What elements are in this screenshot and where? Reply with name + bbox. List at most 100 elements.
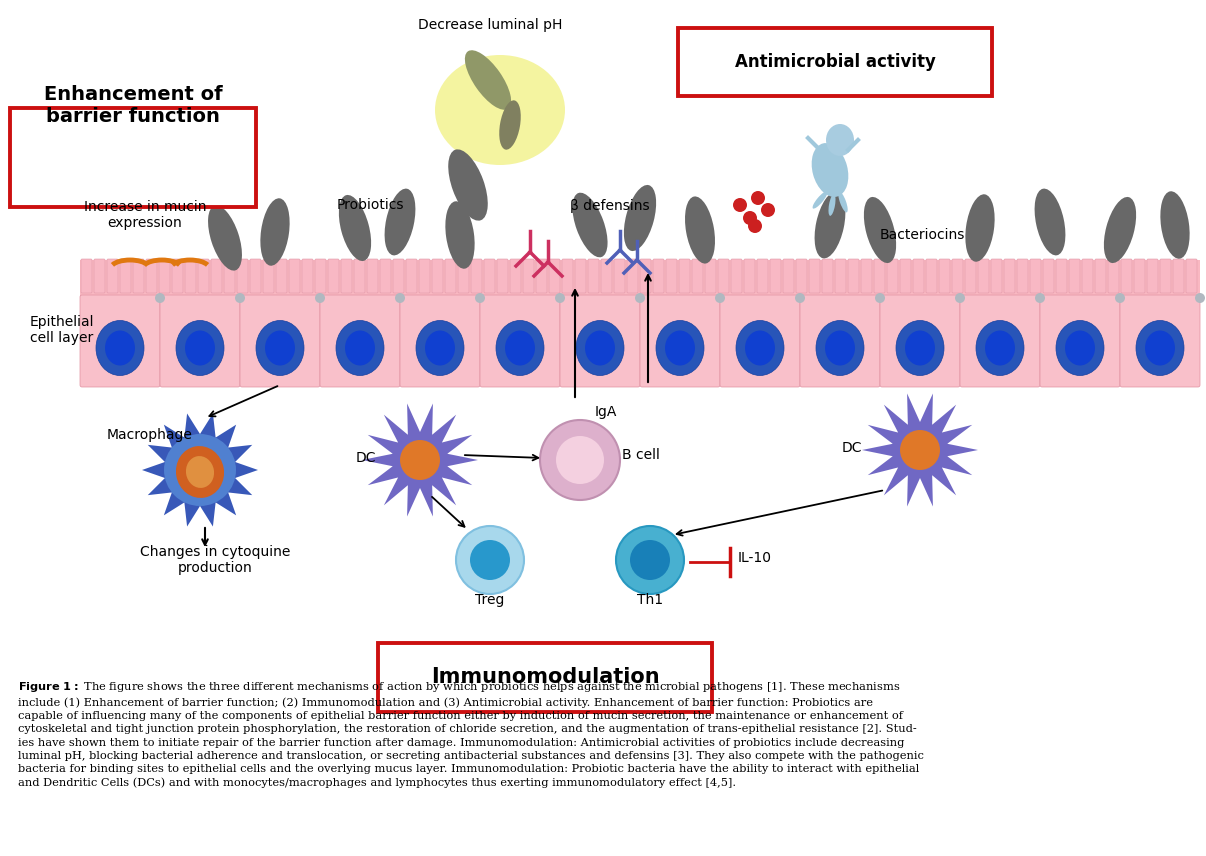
FancyBboxPatch shape <box>355 259 365 293</box>
Ellipse shape <box>825 330 855 366</box>
Circle shape <box>470 540 510 580</box>
FancyBboxPatch shape <box>1043 259 1054 293</box>
FancyBboxPatch shape <box>121 259 131 293</box>
Polygon shape <box>362 403 478 516</box>
Circle shape <box>876 293 885 303</box>
Ellipse shape <box>736 320 784 376</box>
Text: Immunomodulation: Immunomodulation <box>431 667 660 687</box>
Circle shape <box>900 430 939 470</box>
FancyBboxPatch shape <box>497 259 508 293</box>
Ellipse shape <box>96 320 144 376</box>
Ellipse shape <box>812 143 848 197</box>
Ellipse shape <box>445 201 475 269</box>
FancyBboxPatch shape <box>328 259 339 293</box>
FancyBboxPatch shape <box>706 259 716 293</box>
Text: IL-10: IL-10 <box>738 551 772 565</box>
FancyBboxPatch shape <box>549 259 560 293</box>
FancyBboxPatch shape <box>320 295 400 387</box>
Ellipse shape <box>863 197 896 263</box>
FancyBboxPatch shape <box>939 259 950 293</box>
FancyBboxPatch shape <box>146 259 157 293</box>
FancyBboxPatch shape <box>692 259 703 293</box>
Ellipse shape <box>416 320 464 376</box>
FancyBboxPatch shape <box>263 259 274 293</box>
Circle shape <box>1116 293 1125 303</box>
Ellipse shape <box>176 320 224 376</box>
FancyBboxPatch shape <box>472 259 482 293</box>
Circle shape <box>630 540 671 580</box>
FancyBboxPatch shape <box>250 259 260 293</box>
FancyBboxPatch shape <box>1147 259 1158 293</box>
Ellipse shape <box>976 320 1024 376</box>
Ellipse shape <box>745 330 775 366</box>
Text: Enhancement of
barrier function: Enhancement of barrier function <box>43 85 222 126</box>
Circle shape <box>636 293 645 303</box>
Ellipse shape <box>185 330 215 366</box>
Circle shape <box>475 293 485 303</box>
Circle shape <box>456 526 523 594</box>
Ellipse shape <box>339 195 371 261</box>
Ellipse shape <box>1160 191 1189 259</box>
FancyBboxPatch shape <box>238 259 248 293</box>
Ellipse shape <box>345 330 375 366</box>
Text: $\bf{Figure\ 1:}$ The figure shows the three different mechanisms of action by w: $\bf{Figure\ 1:}$ The figure shows the t… <box>18 680 924 788</box>
Circle shape <box>955 293 965 303</box>
FancyBboxPatch shape <box>720 295 800 387</box>
FancyBboxPatch shape <box>198 259 209 293</box>
FancyBboxPatch shape <box>861 259 872 293</box>
Ellipse shape <box>464 51 511 110</box>
FancyBboxPatch shape <box>172 259 183 293</box>
FancyBboxPatch shape <box>614 259 625 293</box>
Ellipse shape <box>838 192 848 212</box>
Circle shape <box>164 434 236 506</box>
Circle shape <box>616 526 684 594</box>
FancyBboxPatch shape <box>835 259 845 293</box>
FancyBboxPatch shape <box>523 259 534 293</box>
FancyBboxPatch shape <box>107 259 118 293</box>
Ellipse shape <box>685 196 715 264</box>
Ellipse shape <box>385 188 415 255</box>
FancyBboxPatch shape <box>510 259 521 293</box>
FancyBboxPatch shape <box>718 259 728 293</box>
Ellipse shape <box>260 199 289 265</box>
FancyBboxPatch shape <box>848 259 859 293</box>
Circle shape <box>400 440 440 480</box>
FancyBboxPatch shape <box>133 259 144 293</box>
FancyBboxPatch shape <box>1122 259 1132 293</box>
FancyBboxPatch shape <box>900 259 911 293</box>
FancyBboxPatch shape <box>535 259 548 293</box>
Circle shape <box>715 293 725 303</box>
Ellipse shape <box>965 194 995 262</box>
Circle shape <box>1035 293 1046 303</box>
FancyBboxPatch shape <box>913 259 924 293</box>
FancyBboxPatch shape <box>769 259 781 293</box>
FancyBboxPatch shape <box>627 259 638 293</box>
FancyBboxPatch shape <box>367 259 377 293</box>
Circle shape <box>540 420 620 500</box>
FancyBboxPatch shape <box>1030 259 1041 293</box>
Text: Treg: Treg <box>475 593 504 607</box>
Ellipse shape <box>449 149 487 221</box>
FancyBboxPatch shape <box>1069 259 1081 293</box>
FancyBboxPatch shape <box>480 295 560 387</box>
Ellipse shape <box>435 55 564 165</box>
FancyBboxPatch shape <box>81 259 92 293</box>
Text: Epithelial
cell layer: Epithelial cell layer <box>30 315 94 345</box>
FancyBboxPatch shape <box>289 259 300 293</box>
FancyBboxPatch shape <box>484 259 494 293</box>
FancyBboxPatch shape <box>302 259 314 293</box>
Ellipse shape <box>265 330 295 366</box>
Ellipse shape <box>1065 330 1095 366</box>
FancyBboxPatch shape <box>562 259 573 293</box>
Circle shape <box>761 203 775 217</box>
FancyBboxPatch shape <box>666 259 677 293</box>
FancyBboxPatch shape <box>1082 259 1093 293</box>
FancyBboxPatch shape <box>796 259 807 293</box>
Text: Changes in cytoquine
production: Changes in cytoquine production <box>140 545 291 575</box>
Ellipse shape <box>176 446 224 498</box>
Ellipse shape <box>1136 320 1184 376</box>
FancyBboxPatch shape <box>652 259 665 293</box>
FancyBboxPatch shape <box>886 259 898 293</box>
Ellipse shape <box>816 320 863 376</box>
FancyBboxPatch shape <box>757 259 768 293</box>
